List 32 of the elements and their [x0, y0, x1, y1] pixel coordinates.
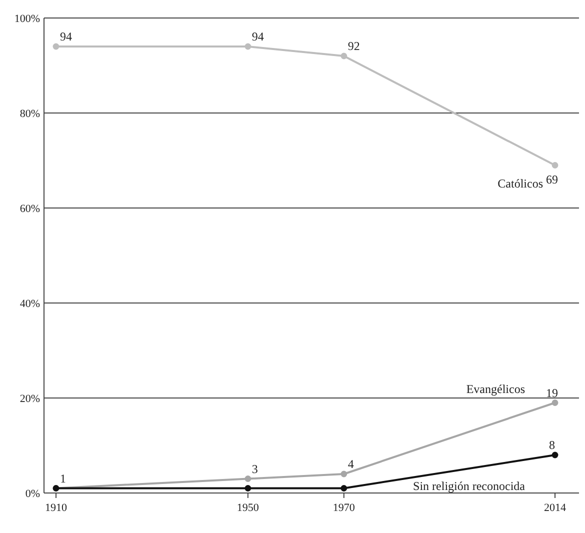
point — [552, 452, 558, 458]
y-tick-label: 40% — [20, 298, 40, 310]
point — [552, 162, 558, 168]
data-label: 19 — [546, 386, 558, 400]
x-tick-label: 1950 — [236, 502, 260, 514]
y-tick-label: 0% — [25, 488, 40, 500]
series-label: Sin religión reconocida — [413, 479, 526, 493]
point — [340, 52, 348, 60]
x-tick-label: 1970 — [332, 502, 356, 514]
point — [340, 485, 348, 492]
y-tick-label: 20% — [20, 393, 40, 405]
y-tick-label: 60% — [20, 203, 40, 215]
data-label: 8 — [549, 438, 556, 452]
x-tick-label: 1910 — [44, 502, 68, 514]
data-label: 1 — [60, 471, 66, 486]
data-label: 92 — [348, 39, 360, 53]
point — [340, 470, 348, 478]
point — [552, 400, 558, 406]
data-label: 3 — [252, 462, 258, 476]
y-tick-label: 100% — [14, 13, 40, 25]
data-label: 94 — [252, 30, 264, 44]
point — [244, 43, 252, 50]
point — [52, 43, 60, 50]
data-label: 4 — [348, 457, 354, 471]
series-label: Evangélicos — [466, 382, 526, 396]
series-label: Católicos — [498, 176, 544, 190]
y-tick-label: 80% — [20, 108, 40, 120]
point — [244, 485, 252, 492]
x-tick-label: 2014 — [544, 502, 567, 514]
point — [244, 476, 252, 482]
data-label: 94 — [60, 30, 72, 44]
data-label: 69 — [546, 172, 558, 186]
